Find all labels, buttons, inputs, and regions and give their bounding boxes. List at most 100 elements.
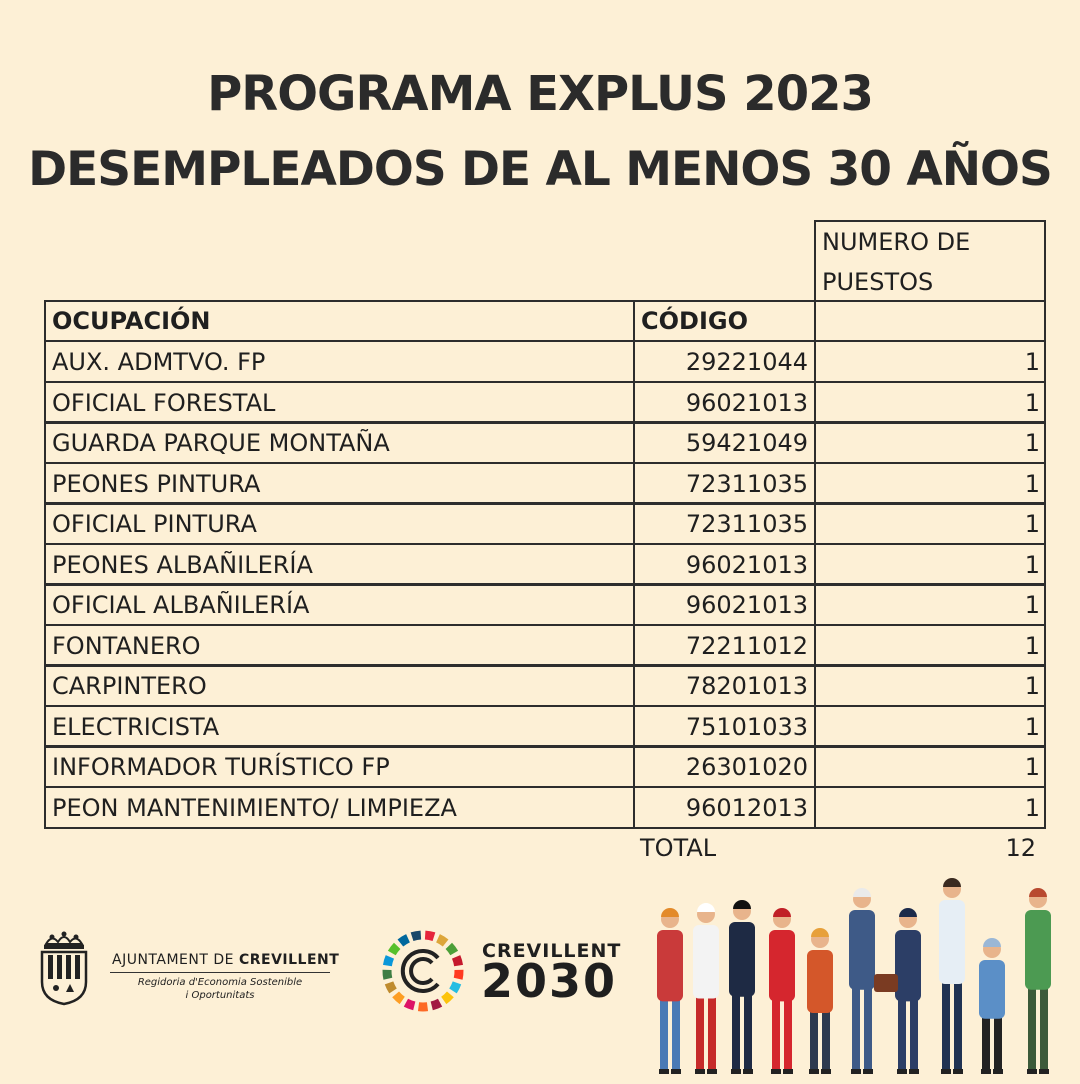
- table-row-ocupacion-cell: OFICIAL FORESTAL: [44, 381, 635, 424]
- table-row-puestos-cell: 1: [814, 664, 1046, 707]
- table-row-ocupacion: OFICIAL PINTURA: [52, 512, 257, 536]
- table-row-codigo: 59421049: [686, 431, 808, 455]
- sdg-ring-segment: [432, 1003, 440, 1006]
- table-row-ocupacion: PEON MANTENIMIENTO/ LIMPIEZA: [52, 796, 457, 820]
- sdg-ring-segment: [396, 994, 403, 1000]
- header-puestos-line-1: NUMERO DE: [822, 230, 970, 254]
- worker-stewardess-icon: [769, 908, 795, 1074]
- table-row-codigo: 72311035: [686, 512, 808, 536]
- table-row-codigo-cell: 96012013: [633, 786, 816, 829]
- crevillent-coat-of-arms-icon: [38, 930, 90, 1006]
- sdg-ring-icon: [380, 928, 466, 1014]
- table-row-ocupacion: OFICIAL FORESTAL: [52, 391, 275, 415]
- table-row-puestos: 1: [1025, 715, 1040, 739]
- table-row-puestos-cell: 1: [814, 705, 1046, 748]
- worker-police-icon: [729, 900, 755, 1074]
- table-row-ocupacion: PEONES ALBAÑILERÍA: [52, 553, 313, 577]
- table-row-ocupacion-cell: GUARDA PARQUE MONTAÑA: [44, 421, 635, 464]
- table-row-codigo: 72211012: [686, 634, 808, 658]
- table-row-puestos-cell: 1: [814, 462, 1046, 505]
- table-row-codigo: 75101033: [686, 715, 808, 739]
- ajuntament-prefix: AJUNTAMENT DE: [112, 952, 239, 968]
- sdg-ring-segment: [387, 970, 388, 979]
- sdg-ring-segment: [412, 935, 421, 937]
- table-row-codigo-cell: 78201013: [633, 664, 816, 707]
- table-row-codigo: 72311035: [686, 472, 808, 496]
- total-value: 12: [1005, 834, 1036, 862]
- table-row-codigo-cell: 75101033: [633, 705, 816, 748]
- table-row-ocupacion: ELECTRICISTA: [52, 715, 219, 739]
- worker-pilot-icon: [895, 908, 921, 1074]
- table-row-puestos: 1: [1025, 796, 1040, 820]
- table-row-codigo-cell: 72311035: [633, 462, 816, 505]
- workers-illustration-icon: [640, 876, 1070, 1080]
- sdg-ring-segment: [425, 935, 434, 937]
- table-row-puestos: 1: [1025, 350, 1040, 374]
- table-row-ocupacion-cell: OFICIAL ALBAÑILERÍA: [44, 583, 635, 626]
- table-row-puestos-cell: 1: [814, 340, 1046, 383]
- sdg-ring-segment: [458, 970, 459, 979]
- table-row-ocupacion-cell: OFICIAL PINTURA: [44, 502, 635, 545]
- table-row-puestos: 1: [1025, 391, 1040, 415]
- table-row-ocupacion-cell: ELECTRICISTA: [44, 705, 635, 748]
- worker-builder-icon: [807, 928, 833, 1074]
- table-row-puestos: 1: [1025, 755, 1040, 779]
- table-row-codigo: 96021013: [686, 553, 808, 577]
- table-row-puestos-cell: 1: [814, 786, 1046, 829]
- table-row-codigo: 96021013: [686, 593, 808, 617]
- worker-mechanic-icon: [657, 908, 683, 1074]
- table-row-ocupacion: AUX. ADMTVO. FP: [52, 350, 265, 374]
- title-line-1: PROGRAMA EXPLUS 2023: [0, 66, 1080, 122]
- ajuntament-town: CREVILLENT: [239, 952, 339, 968]
- table-row-puestos: 1: [1025, 593, 1040, 617]
- header-ocupacion-cell: OCUPACIÓN: [44, 300, 635, 342]
- ajuntament-logo: [38, 930, 90, 1006]
- letter-c-icon: [403, 951, 438, 991]
- table-row-codigo-cell: 72211012: [633, 624, 816, 667]
- briefcase-icon: [874, 974, 898, 992]
- worker-engineer-icon: [849, 888, 875, 1074]
- table-row-ocupacion-cell: AUX. ADMTVO. FP: [44, 340, 635, 383]
- table-row-ocupacion: OFICIAL ALBAÑILERÍA: [52, 593, 309, 617]
- workers-illustration: [640, 876, 1070, 1080]
- sdg-ring-segment: [449, 946, 454, 953]
- table-row-codigo-cell: 72311035: [633, 502, 816, 545]
- table-row-puestos: 1: [1025, 472, 1040, 496]
- table-row-codigo: 96012013: [686, 796, 808, 820]
- sdg-ring-segment: [453, 983, 457, 991]
- table-row-puestos: 1: [1025, 634, 1040, 658]
- table-row-ocupacion-cell: FONTANERO: [44, 624, 635, 667]
- sdg-ring-segment: [438, 938, 446, 943]
- table-row-ocupacion-cell: INFORMADOR TURÍSTICO FP: [44, 745, 635, 788]
- worker-chef-icon: [693, 903, 719, 1074]
- header-codigo: CÓDIGO: [641, 309, 748, 333]
- sdg-ring-segment: [444, 994, 451, 1000]
- table-row-ocupacion: GUARDA PARQUE MONTAÑA: [52, 431, 390, 455]
- table-row-puestos: 1: [1025, 512, 1040, 536]
- table-row-ocupacion-cell: CARPINTERO: [44, 664, 635, 707]
- sdg-ring-segment: [406, 1003, 414, 1006]
- table-row-puestos-cell: 1: [814, 624, 1046, 667]
- sdg-ring-segment: [389, 983, 393, 991]
- header-puestos-line-2: PUESTOS: [822, 270, 933, 294]
- table-row-puestos-cell: 1: [814, 543, 1046, 586]
- ajuntament-name: AJUNTAMENT DE CREVILLENT: [112, 952, 339, 968]
- table-row-ocupacion: PEONES PINTURA: [52, 472, 260, 496]
- crevillent-2030-logo: [380, 928, 466, 1014]
- regidoria-line-1: Regidoria d'Economia Sostenible: [110, 977, 330, 988]
- worker-doctor-icon: [939, 878, 965, 1074]
- crevillent-2030-year: 2030: [481, 954, 617, 1008]
- table-row-ocupacion-cell: PEON MANTENIMIENTO/ LIMPIEZA: [44, 786, 635, 829]
- worker-scientist-icon: [979, 938, 1005, 1074]
- header-codigo-cell: CÓDIGO: [633, 300, 816, 342]
- table-row-codigo-cell: 59421049: [633, 421, 816, 464]
- table-row-codigo-cell: 96021013: [633, 381, 816, 424]
- title-line-2: DESEMPLEADOS DE AL MENOS 30 AÑOS: [0, 142, 1080, 197]
- table-row-puestos-cell: 1: [814, 502, 1046, 545]
- total-label: TOTAL: [640, 834, 716, 862]
- table-row-codigo-cell: 96021013: [633, 543, 816, 586]
- table-row-puestos: 1: [1025, 553, 1040, 577]
- regidoria-line-2: i Oportunitats: [110, 990, 330, 1001]
- table-row-codigo: 96021013: [686, 391, 808, 415]
- table-row-ocupacion: CARPINTERO: [52, 674, 207, 698]
